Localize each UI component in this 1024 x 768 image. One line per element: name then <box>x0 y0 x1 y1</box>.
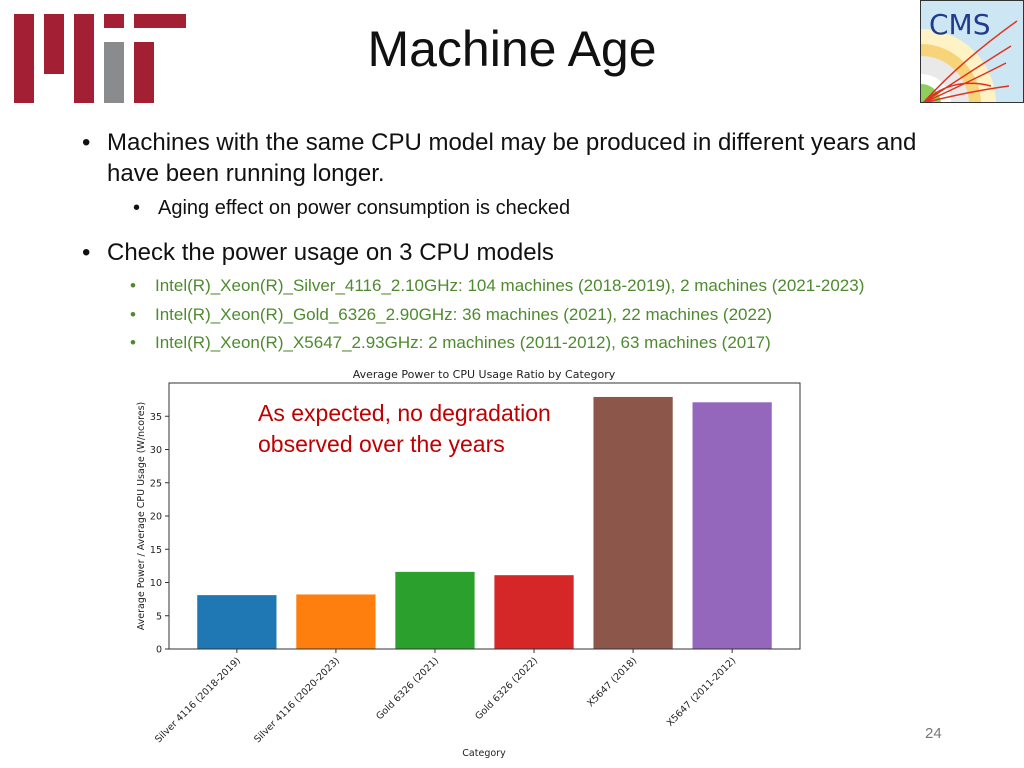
page-number: 24 <box>925 725 942 742</box>
x-tick-label: Silver 4116 (2020-2023) <box>252 655 342 745</box>
bar <box>494 575 574 649</box>
bullet-1-sub-1: • Aging effect on power consumption is ch… <box>133 197 571 219</box>
y-tick-label: 15 <box>150 545 162 556</box>
bullet-2-sub-2: • Intel(R)_Xeon(R)_Gold_6326_2.90GHz: 36 … <box>130 305 773 324</box>
x-tick-label: X5647 (2011-2012) <box>665 655 738 728</box>
x-tick-label: X5647 (2018) <box>585 655 639 709</box>
y-tick-label: 20 <box>150 512 162 523</box>
bar <box>197 595 277 649</box>
bar <box>692 402 772 649</box>
x-tick-label: Gold 6326 (2022) <box>473 655 540 722</box>
bar <box>395 571 475 649</box>
cms-logo: CMS <box>920 0 1024 103</box>
chart-title: Average Power to CPU Usage Ratio by Cate… <box>353 368 616 381</box>
x-tick-label: Silver 4116 (2018-2019) <box>153 655 243 745</box>
svg-text:CMS: CMS <box>929 8 990 41</box>
y-tick-label: 5 <box>156 611 162 622</box>
y-tick-label: 35 <box>150 412 162 423</box>
y-tick-label: 0 <box>156 645 162 656</box>
bullet-2-sub-1: • Intel(R)_Xeon(R)_Silver_4116_2.10GHz: 1… <box>130 276 865 295</box>
bar <box>593 396 673 649</box>
bullet-2-sub-3: • Intel(R)_Xeon(R)_X5647_2.93GHz: 2 machi… <box>130 333 771 352</box>
x-axis-label: Category <box>462 748 506 759</box>
x-tick-label: Gold 6326 (2021) <box>374 655 441 722</box>
mit-logo <box>14 14 186 103</box>
plot-frame <box>168 382 801 650</box>
y-tick-label: 25 <box>150 478 162 489</box>
y-tick-label: 10 <box>150 578 162 589</box>
bar <box>296 594 376 649</box>
y-axis-label: Average Power / Average CPU Usage (W/nco… <box>136 402 147 631</box>
y-tick-label: 30 <box>150 445 162 456</box>
slide-title: Machine Age <box>367 21 657 77</box>
annotation: As expected, no degradation observed ove… <box>258 400 551 457</box>
